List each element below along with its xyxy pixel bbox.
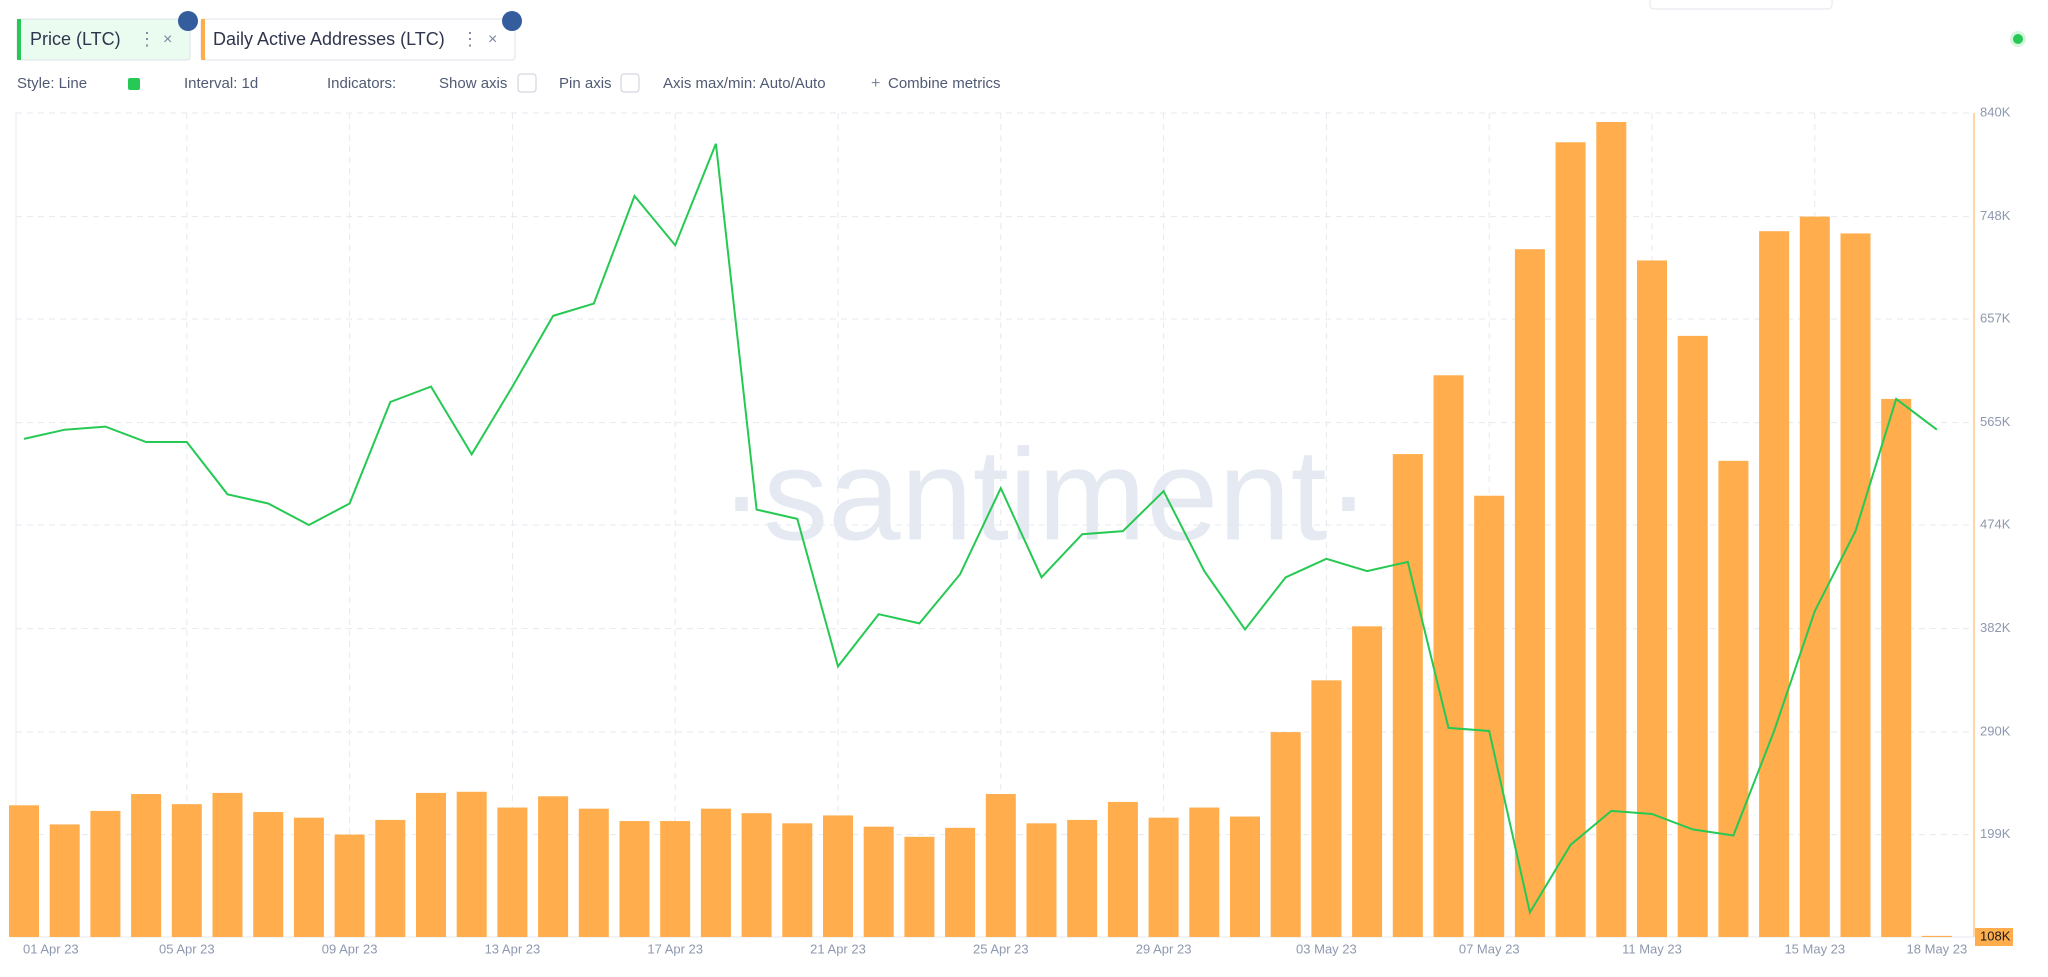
y-tick-label: 657K [1980,310,2011,325]
toolbar-item[interactable]: Combine metrics [888,75,1001,92]
y-tick-label: 108K [1980,928,2011,943]
toolbar-item[interactable]: Indicators: [327,75,396,92]
x-tick-label: 25 Apr 23 [973,941,1029,956]
bar [619,821,650,937]
bar [171,804,202,937]
bar [1148,817,1179,937]
x-tick-label: 21 Apr 23 [810,941,866,956]
bar [741,813,772,937]
search-box[interactable] [1649,0,1833,10]
bar [863,826,894,937]
x-tick-label: 05 Apr 23 [159,941,215,956]
x-tick-label: 01 Apr 23 [23,941,79,956]
bar [1433,375,1464,937]
bar [1474,495,1505,937]
bar [782,823,813,937]
bar [660,821,691,937]
tab-menu[interactable]: ⋮ [138,29,156,49]
x-tick-label: 13 Apr 23 [485,941,541,956]
x-tick-label: 15 May 23 [1784,941,1845,956]
bar [1881,398,1912,938]
bar [253,812,284,937]
y-tick-label: 840K [1980,104,2011,119]
bar [904,836,935,937]
bar [945,827,976,937]
y-tick-label: 748K [1980,208,2011,223]
checkbox[interactable] [517,73,537,93]
bar [700,808,731,937]
tab-label: Price (LTC) [30,29,121,49]
checkbox[interactable] [620,73,640,93]
bar [456,791,487,937]
bar [334,834,365,937]
x-tick-label: 18 May 23 [1907,941,1968,956]
tab-color [17,19,21,60]
price-line [23,143,1938,916]
bar [293,817,324,937]
tab-close[interactable]: × [163,31,172,48]
bar [212,792,243,937]
status-dot [2013,34,2023,44]
bar [1026,823,1057,937]
bar [49,824,80,937]
plus-icon: + [871,75,880,92]
bar [1596,122,1627,937]
bar [1555,142,1586,937]
bar [1352,626,1383,937]
watermark: ·santiment· [720,421,1370,567]
toolbar-item[interactable]: Pin axis [559,75,612,92]
bar [1514,249,1545,938]
y-tick-label: 474K [1980,516,2011,531]
toolbar-item[interactable]: Show axis [439,75,507,92]
toolbar-item[interactable]: Axis max/min: Auto/Auto [663,75,826,92]
bar [416,792,446,937]
coin-icon [178,11,198,31]
tab-label: Daily Active Addresses (LTC) [213,29,445,49]
y-tick-label: 290K [1980,724,2011,739]
bar [1230,816,1260,937]
x-tick-label: 29 Apr 23 [1136,941,1192,956]
y-tick-label: 199K [1980,826,2011,841]
bar [90,810,121,937]
bar [1107,801,1138,937]
tab-color [201,19,205,60]
bar [1759,231,1790,937]
bar [1799,216,1830,937]
bar [538,796,569,937]
x-tick-label: 03 May 23 [1296,941,1357,956]
bar [375,819,406,937]
bar [823,815,853,937]
bar [1067,819,1098,937]
color-picker[interactable] [128,78,140,90]
bar [578,808,609,937]
bar [9,805,39,937]
bar [1921,935,1952,937]
coin-icon [502,11,522,31]
tab-close[interactable]: × [488,31,497,48]
bar [1840,233,1871,937]
tab-menu[interactable]: ⋮ [461,29,479,49]
tick-badge [1975,928,2013,946]
x-tick-label: 07 May 23 [1459,941,1520,956]
y-tick-label: 382K [1980,620,2011,635]
bar [1311,680,1342,937]
bar [1718,460,1749,937]
bar [131,794,162,937]
y-tick-label: 565K [1980,414,2011,429]
x-tick-label: 09 Apr 23 [322,941,378,956]
x-tick-label: 17 Apr 23 [647,941,703,956]
bar [497,807,528,937]
bar [1189,807,1220,937]
bar [1677,335,1708,937]
bar [1637,260,1667,937]
toolbar-item[interactable]: Interval: 1d [184,75,258,92]
bar [1392,454,1423,937]
bar [1270,732,1301,937]
x-tick-label: 11 May 23 [1622,941,1682,956]
bar [985,794,1016,937]
toolbar-item[interactable]: Style: Line [17,75,87,92]
